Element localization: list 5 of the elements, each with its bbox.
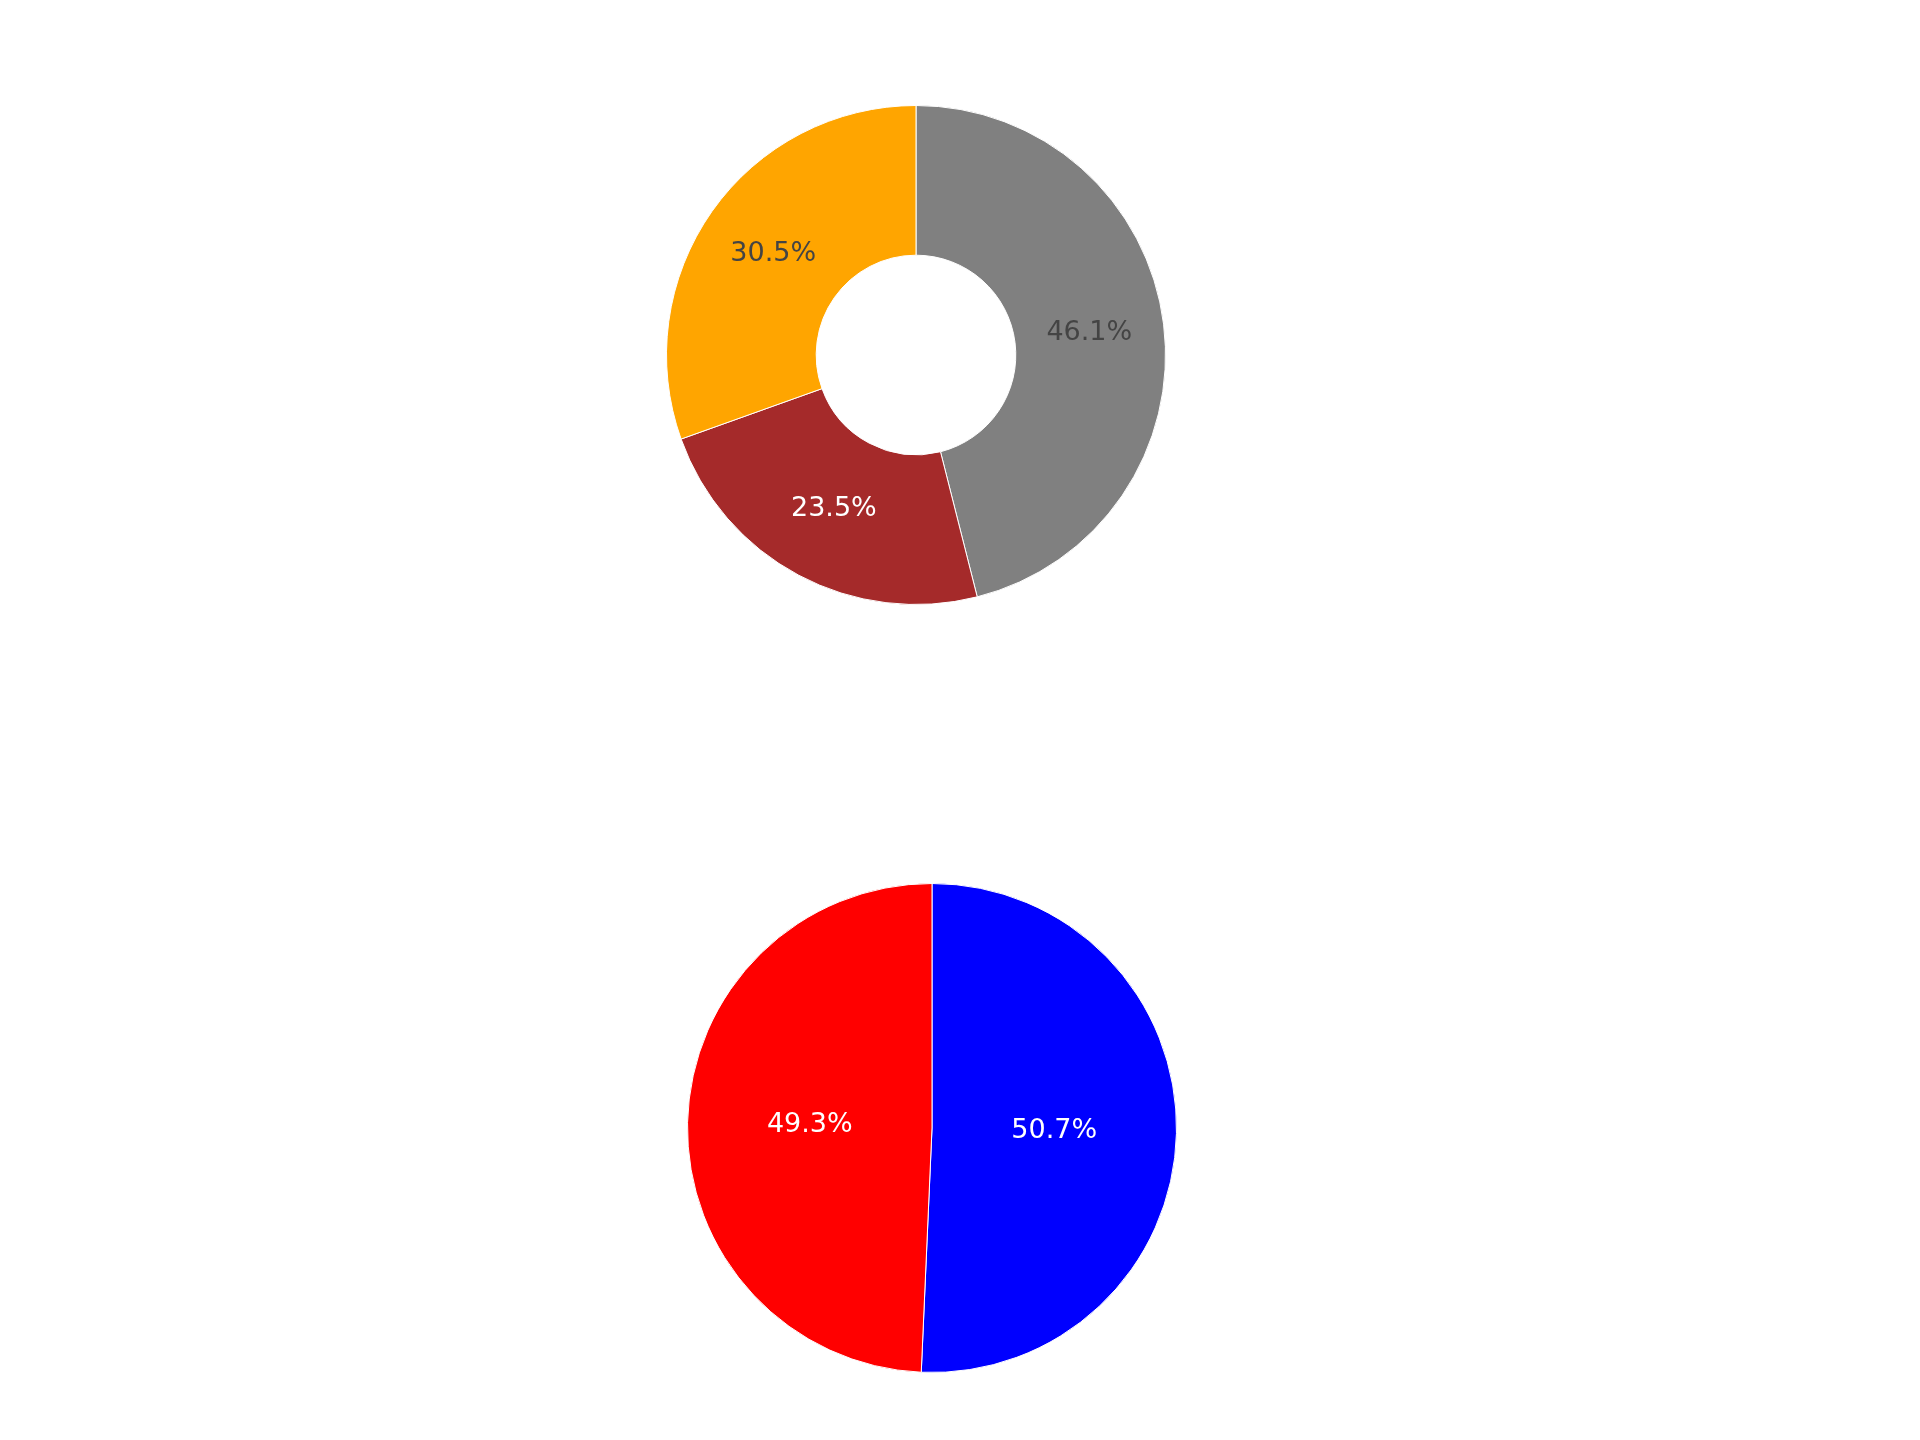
data-label: 30.5% (730, 236, 817, 268)
data-label: 23.5% (790, 491, 877, 523)
data-label: 50.7% (1011, 1112, 1098, 1144)
data-label: 49.3% (766, 1107, 853, 1139)
data-label: 46.1% (1046, 315, 1133, 347)
